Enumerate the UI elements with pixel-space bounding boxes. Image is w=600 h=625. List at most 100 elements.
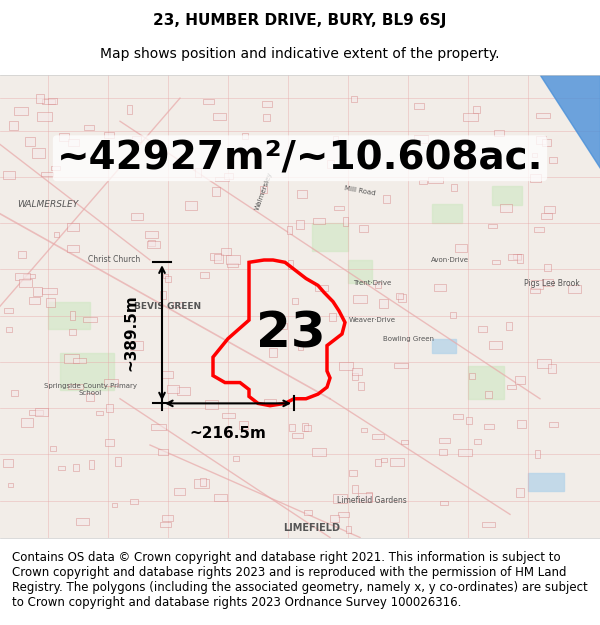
Bar — [289, 260, 293, 269]
Text: LIMEFIELD: LIMEFIELD — [284, 523, 341, 533]
Bar — [352, 368, 362, 376]
Text: Springside County Primary
School: Springside County Primary School — [44, 383, 137, 396]
Bar — [451, 184, 457, 191]
Bar — [104, 379, 118, 386]
Bar — [7, 328, 12, 332]
Bar — [338, 512, 349, 517]
Bar — [508, 385, 516, 389]
Bar — [383, 195, 391, 203]
Bar — [366, 492, 373, 501]
Bar — [195, 168, 201, 177]
Bar — [158, 449, 167, 455]
Bar — [494, 130, 504, 136]
Bar — [352, 486, 358, 493]
Bar — [358, 382, 364, 391]
Bar — [304, 510, 312, 515]
Bar — [390, 458, 404, 466]
Bar — [269, 348, 277, 356]
Text: Map shows position and indicative extent of the property.: Map shows position and indicative extent… — [100, 47, 500, 61]
Bar — [513, 254, 521, 259]
Bar — [488, 224, 497, 228]
Bar — [439, 439, 450, 442]
Bar — [292, 433, 303, 438]
Bar — [314, 285, 328, 291]
Text: Trent·Drive: Trent·Drive — [353, 280, 391, 286]
Bar — [515, 376, 526, 384]
Bar — [333, 136, 338, 141]
Bar — [414, 135, 428, 143]
Bar — [73, 464, 79, 471]
Bar — [4, 308, 13, 313]
Bar — [162, 371, 173, 378]
Bar — [48, 302, 90, 329]
Bar — [19, 279, 32, 287]
Bar — [541, 213, 553, 219]
Bar — [227, 263, 238, 267]
Bar — [517, 420, 526, 428]
Bar — [224, 173, 233, 179]
Bar — [466, 417, 472, 424]
Bar — [450, 312, 455, 319]
Bar — [54, 232, 59, 238]
Bar — [334, 206, 344, 210]
Bar — [542, 139, 551, 146]
Bar — [164, 276, 171, 282]
Bar — [311, 448, 326, 456]
Bar — [359, 224, 368, 232]
Bar — [530, 288, 541, 293]
Text: Limefield Gardens: Limefield Gardens — [337, 496, 407, 505]
Bar — [313, 218, 325, 224]
Bar — [226, 255, 239, 264]
Bar — [536, 136, 547, 144]
Text: ~389.5m: ~389.5m — [123, 294, 138, 371]
Bar — [296, 190, 307, 198]
Bar — [516, 488, 524, 498]
Bar — [11, 391, 19, 396]
Bar — [83, 318, 97, 322]
Bar — [264, 399, 276, 405]
Bar — [214, 494, 227, 501]
Bar — [160, 522, 172, 527]
Bar — [36, 94, 44, 102]
Bar — [375, 282, 380, 288]
Bar — [292, 298, 298, 304]
Bar — [549, 157, 557, 162]
Bar — [484, 424, 494, 429]
Bar — [96, 411, 103, 415]
Text: Mill Road: Mill Road — [344, 185, 376, 196]
Bar — [18, 251, 26, 258]
Bar — [127, 105, 133, 114]
Bar — [8, 482, 13, 486]
Bar — [395, 293, 403, 299]
Bar — [298, 346, 303, 349]
Bar — [86, 392, 94, 401]
Bar — [41, 173, 53, 176]
Bar — [289, 424, 295, 431]
Bar — [348, 260, 372, 283]
Bar — [432, 339, 456, 352]
Text: 23: 23 — [256, 310, 326, 358]
Bar — [338, 362, 353, 370]
Bar — [200, 272, 209, 278]
Bar — [296, 219, 304, 229]
Bar — [3, 459, 13, 467]
Text: WALMERSLEY: WALMERSLEY — [17, 200, 79, 209]
Bar — [194, 479, 209, 488]
Bar — [432, 204, 462, 223]
Bar — [489, 341, 502, 349]
Bar — [73, 358, 86, 363]
Bar — [469, 372, 475, 379]
Bar — [287, 226, 292, 234]
Bar — [43, 99, 55, 104]
Bar — [398, 294, 406, 302]
Text: Walmersley: Walmersley — [254, 171, 274, 211]
Bar — [69, 329, 76, 335]
Bar — [233, 456, 239, 461]
Bar — [112, 503, 118, 507]
Bar — [106, 404, 113, 412]
Bar — [419, 180, 427, 184]
Bar — [544, 206, 555, 213]
Bar — [221, 248, 231, 255]
Bar — [262, 101, 272, 107]
Bar — [453, 414, 463, 419]
